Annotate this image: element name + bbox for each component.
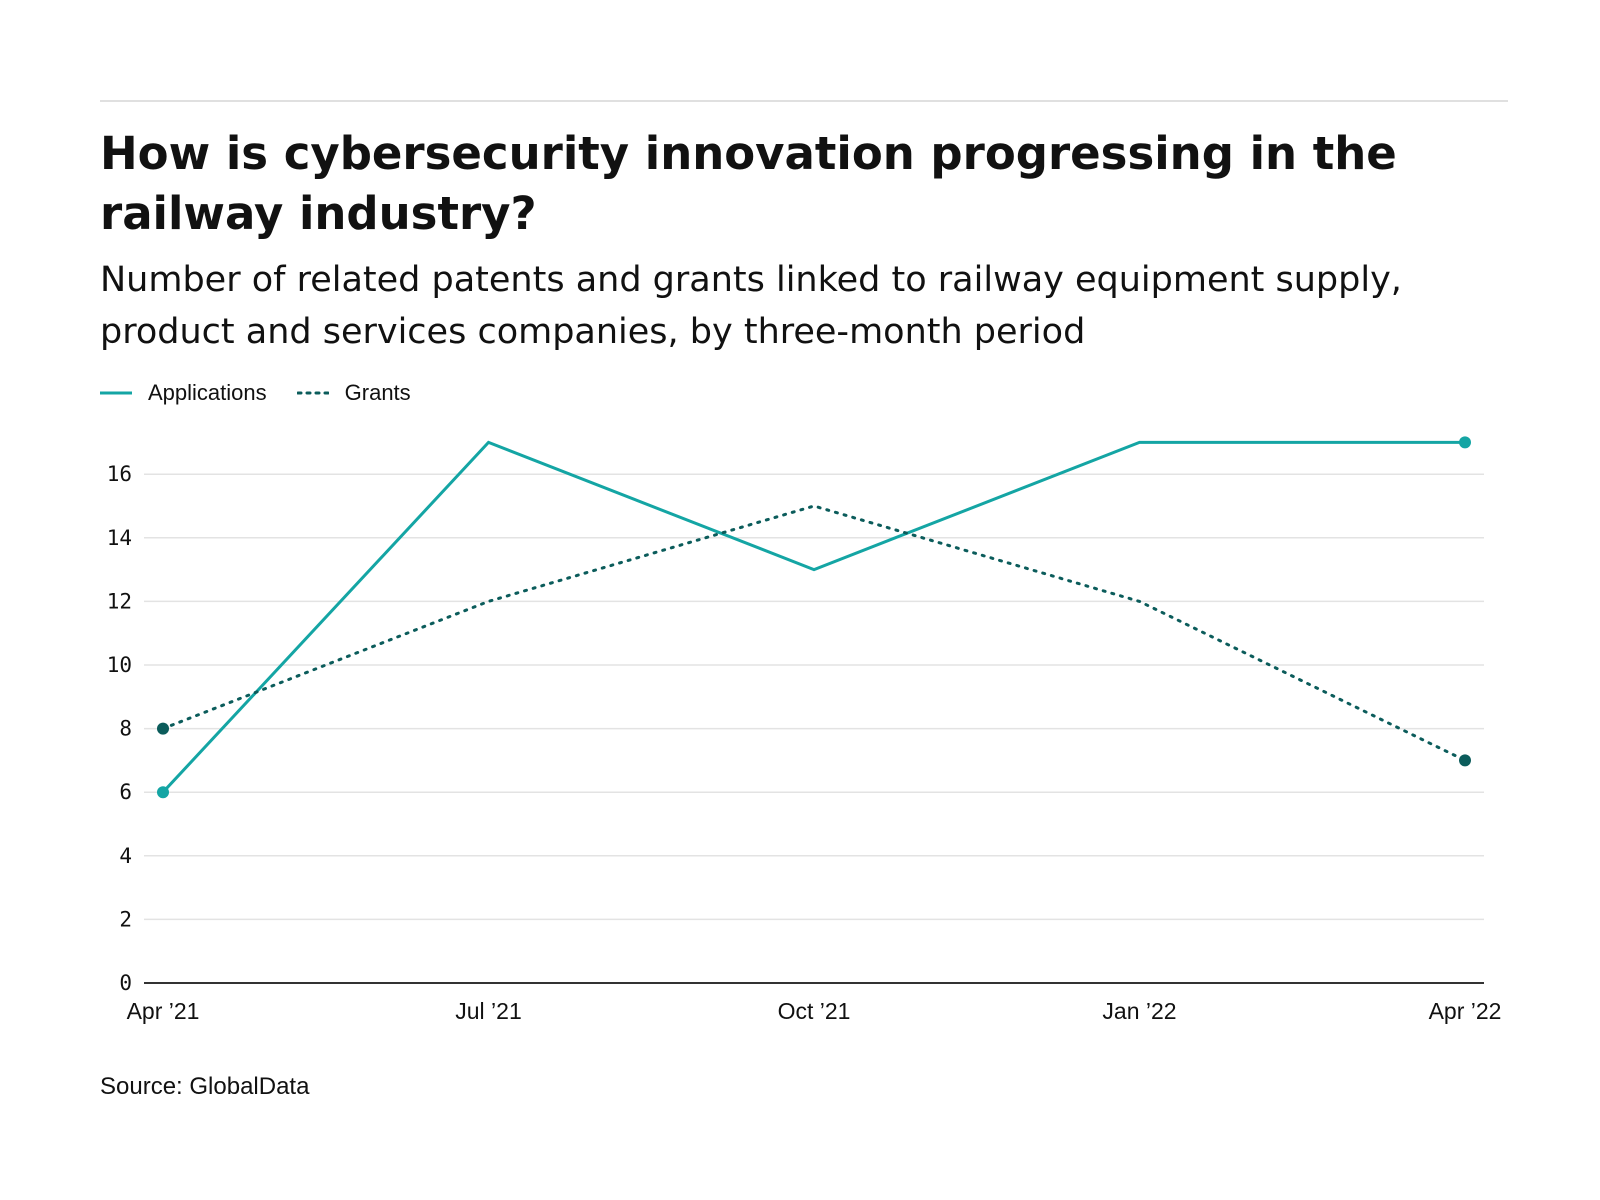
y-tick-label: 16	[107, 462, 132, 486]
series-line-applications	[161, 440, 1465, 794]
solid-line-icon	[100, 391, 132, 395]
x-tick-label: Jul ’21	[455, 998, 521, 1024]
legend-grants: Grants	[296, 380, 411, 406]
top-rule	[100, 100, 1508, 102]
x-tick-label: Jan ’22	[1102, 998, 1176, 1024]
data-point-applications	[1459, 436, 1471, 449]
source-note: Source: GlobalData	[100, 1073, 310, 1100]
legend: Applications Grants	[100, 380, 441, 406]
dotted-line-icon	[296, 391, 329, 395]
legend-applications: Applications	[100, 380, 267, 406]
x-tick-label: Apr ’22	[1429, 998, 1502, 1024]
y-tick-label: 0	[119, 971, 132, 995]
legend-label: Grants	[344, 380, 411, 405]
chart-subtitle: Number of related patents and grants lin…	[100, 260, 1402, 352]
x-tick-label: Oct ’21	[778, 998, 851, 1024]
y-tick-label: 10	[107, 653, 132, 677]
data-point-grants	[157, 722, 169, 735]
data-point-grants	[1459, 754, 1471, 767]
y-tick-label: 4	[119, 844, 132, 868]
data-point-applications	[157, 786, 169, 799]
y-tick-label: 14	[107, 526, 132, 550]
x-tick-label: Apr ’21	[127, 998, 200, 1024]
series-line-grants	[161, 504, 1467, 762]
y-tick-label: 8	[119, 717, 132, 741]
y-tick-label: 12	[107, 589, 132, 613]
legend-label: Applications	[148, 380, 267, 405]
chart-title: How is cybersecurity innovation progress…	[100, 127, 1397, 240]
y-tick-label: 2	[119, 907, 132, 931]
y-tick-label: 6	[119, 780, 132, 804]
